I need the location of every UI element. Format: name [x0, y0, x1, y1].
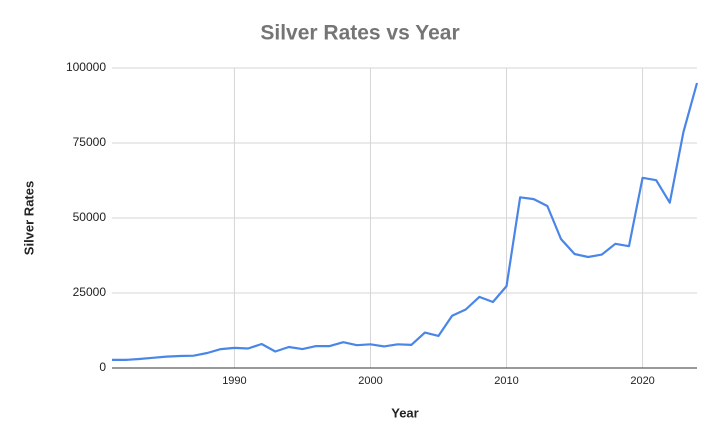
line	[112, 82, 699, 361]
x-tick-label: 1990	[222, 375, 246, 387]
x-tick-label: 2020	[630, 375, 654, 387]
chart-title: Silver Rates vs Year	[260, 22, 459, 45]
x-axis-label: Year	[391, 405, 418, 420]
x-tick-label: 2010	[494, 375, 518, 387]
x-tick-label: 2000	[358, 375, 382, 387]
y-tick-label: 50000	[73, 210, 107, 224]
y-tick-label: 0	[99, 360, 106, 374]
y-tick-label: 25000	[73, 285, 107, 299]
y-axis-label: Silver Rates	[21, 181, 36, 255]
y-tick-label: 100000	[66, 60, 106, 74]
y-tick-label: 75000	[73, 135, 107, 149]
